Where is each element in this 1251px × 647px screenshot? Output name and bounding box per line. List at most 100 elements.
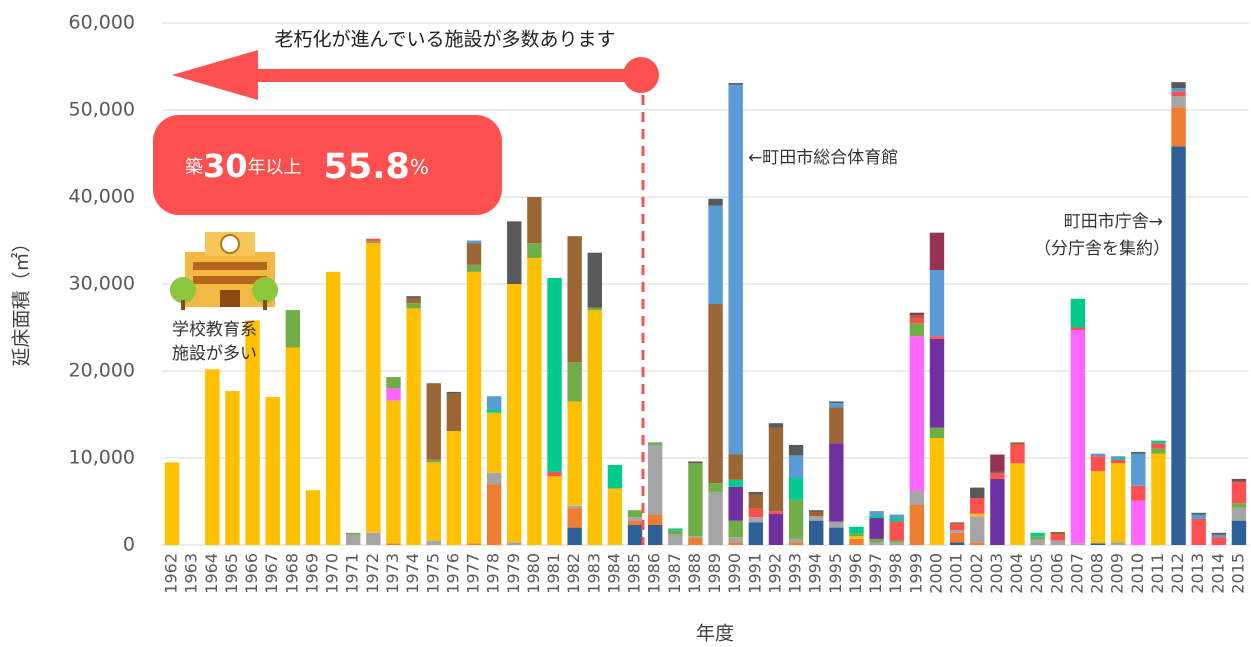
bar-segment: [1091, 543, 1105, 545]
x-tick-label: 1969: [302, 553, 321, 594]
bar-segment: [406, 303, 420, 308]
bar-segment: [406, 298, 420, 303]
bar-segment: [708, 206, 722, 304]
bar-segment: [467, 543, 481, 545]
x-tick-label: 1977: [464, 553, 483, 594]
bar-segment: [668, 535, 682, 545]
bar-segment: [1111, 460, 1125, 463]
bar-segment: [970, 542, 984, 545]
x-tick-label: 2000: [926, 553, 945, 594]
bar-segment: [1071, 299, 1085, 328]
bar-segment: [1131, 501, 1145, 545]
x-tick-label: 1992: [765, 553, 784, 594]
bar-segment: [1131, 454, 1145, 486]
bar-segment: [1151, 454, 1165, 545]
school-icon: [170, 232, 278, 310]
bar-segment: [1131, 452, 1145, 454]
x-tick-label: 1989: [705, 553, 724, 594]
bar-segment: [950, 530, 964, 533]
bar-segment: [688, 536, 702, 538]
x-tick-label: 1980: [524, 553, 543, 594]
x-tick-label: 1993: [786, 553, 805, 594]
x-tick-label: 1997: [866, 553, 885, 594]
bar-segment: [970, 498, 984, 514]
bar-segment: [567, 528, 581, 545]
bar-segment: [849, 536, 863, 539]
x-tick-label: 1974: [403, 553, 422, 594]
bar-segment: [970, 488, 984, 498]
bar-segment: [487, 473, 501, 484]
x-tick-label: 1981: [544, 553, 563, 594]
bar-segment: [527, 258, 541, 545]
bar-segment: [487, 413, 501, 473]
x-tick-label: 2006: [1047, 553, 1066, 594]
bar-segment: [1171, 92, 1185, 96]
bar-segment: [507, 542, 521, 545]
bar-segment: [728, 85, 742, 455]
bar-segment: [930, 336, 944, 339]
bar-segment: [1131, 486, 1145, 501]
bar-segment: [588, 253, 602, 308]
x-tick-label: 1987: [665, 553, 684, 594]
bar-segment: [487, 484, 501, 545]
bar-segment: [910, 336, 924, 491]
bar-segment: [789, 539, 803, 542]
bar-segment: [930, 233, 944, 270]
bar-segment: [1191, 515, 1205, 519]
bar-segment: [467, 265, 481, 272]
bar-segment: [910, 315, 924, 318]
bar-segment: [1111, 542, 1125, 545]
y-tick-label: 20,000: [69, 360, 135, 382]
x-tick-label: 2004: [1007, 553, 1026, 594]
bar-segment: [749, 517, 763, 522]
x-tick-label: 1994: [806, 553, 825, 594]
x-tick-label: 1984: [604, 553, 623, 594]
x-tick-label: 2002: [967, 553, 986, 594]
x-tick-label: 1991: [745, 553, 764, 594]
x-tick-label: 1999: [906, 553, 925, 594]
bar-segment: [769, 511, 783, 514]
bar-segment: [1071, 543, 1085, 545]
bar-segment: [628, 521, 642, 525]
bar-segment: [467, 272, 481, 543]
y-axis-label: 延床面積（㎡）: [10, 233, 33, 366]
bar-segment: [1171, 96, 1185, 107]
bar-segment: [1171, 147, 1185, 545]
x-axis-label: 年度: [696, 623, 734, 645]
y-tick-label: 60,000: [69, 12, 135, 34]
bar-segment: [930, 270, 944, 336]
bar-segment: [366, 239, 380, 242]
bar-segment: [346, 533, 360, 535]
bar-segment: [306, 490, 320, 545]
bar-segment: [849, 527, 863, 534]
bar-segment: [1212, 537, 1226, 545]
school-note: 施設が多い: [172, 344, 257, 364]
bar-segment: [970, 514, 984, 517]
callout-share: 55.8: [324, 147, 410, 187]
x-tick-label: 1964: [202, 553, 221, 594]
bar-segment: [789, 500, 803, 539]
bar-segment: [809, 521, 823, 545]
bar-segment: [708, 199, 722, 206]
bar-segment: [950, 524, 964, 530]
bar-segment: [386, 401, 400, 544]
bar-segment: [1010, 445, 1024, 463]
x-tick-label: 1985: [625, 553, 644, 594]
bar-segment: [789, 455, 803, 478]
bar-segment: [648, 515, 662, 525]
bar-segment: [406, 296, 420, 298]
bar-segment: [366, 241, 380, 243]
bar-segment: [567, 401, 581, 505]
bar-segment: [890, 542, 904, 545]
bar-segment: [1151, 443, 1165, 448]
bar-segment: [1010, 463, 1024, 545]
x-tick-label: 1962: [162, 553, 181, 594]
bar-segment: [1191, 513, 1205, 515]
x-tick-label: 1965: [222, 553, 241, 594]
bar-segment: [628, 517, 642, 520]
bar-segment: [990, 455, 1004, 472]
bar-segment: [386, 377, 400, 388]
bar-segment: [789, 542, 803, 545]
bar-segment: [567, 362, 581, 401]
bar-segment: [205, 369, 219, 545]
